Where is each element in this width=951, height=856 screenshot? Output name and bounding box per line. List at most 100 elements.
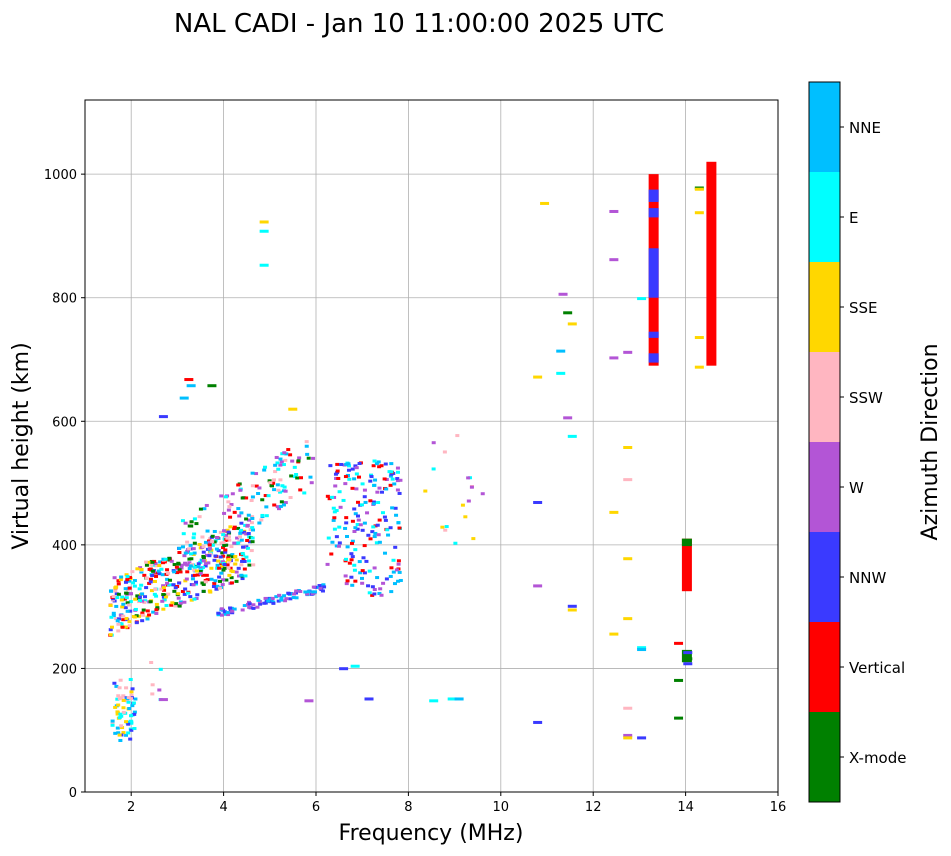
y-axis-label: Virtual height (km) bbox=[9, 342, 34, 549]
echo-point bbox=[623, 478, 633, 482]
echo-point bbox=[219, 562, 224, 566]
echo-point bbox=[350, 519, 355, 523]
echo-point bbox=[141, 608, 146, 612]
echo-point bbox=[278, 504, 283, 508]
echo-point bbox=[282, 485, 287, 489]
echo-point bbox=[192, 517, 197, 521]
echo-point bbox=[119, 724, 124, 728]
echo-point bbox=[185, 549, 190, 553]
echo-point bbox=[558, 292, 568, 296]
echo-point bbox=[331, 518, 336, 522]
echo-point bbox=[116, 579, 121, 583]
chart-title: NAL CADI - Jan 10 11:00:00 2025 UTC bbox=[174, 9, 664, 39]
echo-point bbox=[228, 515, 233, 519]
echo-point bbox=[395, 488, 400, 492]
echo-point bbox=[145, 609, 150, 613]
echo-point bbox=[288, 597, 293, 601]
echo-point bbox=[154, 564, 159, 568]
echo-point bbox=[207, 384, 217, 388]
echo-point bbox=[153, 561, 158, 565]
echo-point bbox=[308, 475, 313, 479]
echo-point bbox=[109, 625, 114, 629]
echo-point bbox=[377, 465, 382, 469]
echo-point bbox=[158, 560, 163, 564]
echo-point bbox=[395, 466, 400, 470]
echo-point bbox=[395, 477, 400, 481]
echo-point bbox=[218, 530, 223, 534]
echo-point bbox=[394, 513, 399, 517]
echo-point bbox=[274, 595, 279, 599]
echo-point bbox=[389, 462, 394, 466]
echo-point bbox=[219, 607, 224, 611]
echo-point bbox=[355, 522, 360, 526]
echo-point bbox=[352, 530, 357, 534]
echo-point bbox=[234, 570, 239, 574]
echo-point bbox=[368, 479, 373, 483]
echo-point bbox=[123, 606, 128, 610]
echo-point bbox=[210, 539, 215, 543]
echo-point bbox=[211, 585, 216, 589]
echo-point bbox=[375, 523, 380, 527]
echo-point bbox=[148, 600, 153, 604]
echo-point bbox=[373, 478, 378, 482]
echo-point bbox=[111, 611, 116, 615]
x-tick-label: 6 bbox=[312, 800, 320, 815]
echo-point bbox=[161, 586, 166, 590]
echo-point bbox=[279, 460, 284, 464]
echo-point bbox=[189, 520, 194, 524]
echo-point bbox=[188, 595, 193, 599]
echo-point bbox=[250, 516, 255, 520]
echo-point bbox=[232, 541, 237, 545]
echo-point bbox=[278, 457, 283, 461]
echo-point bbox=[352, 507, 357, 511]
echo-point bbox=[262, 468, 267, 472]
echo-point bbox=[121, 710, 126, 714]
echo-point bbox=[272, 488, 277, 492]
echo-point bbox=[360, 482, 365, 486]
echo-point bbox=[225, 536, 230, 540]
echo-point bbox=[388, 483, 393, 487]
echo-point bbox=[115, 726, 120, 730]
echo-point bbox=[372, 566, 377, 570]
echo-point bbox=[113, 705, 118, 709]
echo-point bbox=[346, 462, 351, 466]
echo-point bbox=[124, 573, 129, 577]
echo-point bbox=[144, 576, 149, 580]
echo-point bbox=[201, 559, 206, 563]
echo-point bbox=[222, 511, 227, 515]
echo-point bbox=[160, 561, 165, 565]
echo-point bbox=[118, 578, 123, 582]
echo-point bbox=[334, 508, 339, 512]
echo-point bbox=[259, 263, 269, 267]
echo-point bbox=[226, 530, 231, 534]
echo-point bbox=[272, 503, 277, 507]
echo-point bbox=[160, 599, 165, 603]
echo-point bbox=[116, 629, 121, 633]
echo-point bbox=[177, 604, 182, 608]
echo-point bbox=[214, 536, 219, 540]
echo-point bbox=[149, 589, 154, 593]
echo-point bbox=[238, 528, 243, 532]
echo-point bbox=[379, 593, 384, 597]
colorbar-tick-label: NNE bbox=[849, 119, 881, 137]
echo-point bbox=[278, 478, 283, 482]
echo-point bbox=[332, 527, 337, 531]
echo-point bbox=[251, 606, 256, 610]
echo-point bbox=[128, 592, 133, 596]
echo-point bbox=[203, 540, 208, 544]
echo-point bbox=[460, 503, 465, 507]
echo-point bbox=[179, 396, 189, 400]
echo-point bbox=[158, 667, 163, 671]
echo-point bbox=[370, 585, 375, 589]
echo-point bbox=[213, 579, 218, 583]
echo-point bbox=[160, 573, 165, 577]
echo-point bbox=[296, 459, 301, 463]
echo-point bbox=[262, 601, 267, 605]
echo-point bbox=[609, 510, 619, 514]
echo-point bbox=[360, 528, 365, 532]
echo-point bbox=[304, 444, 309, 448]
echo-point bbox=[229, 503, 234, 507]
echo-point bbox=[194, 596, 199, 600]
echo-point bbox=[563, 311, 573, 315]
